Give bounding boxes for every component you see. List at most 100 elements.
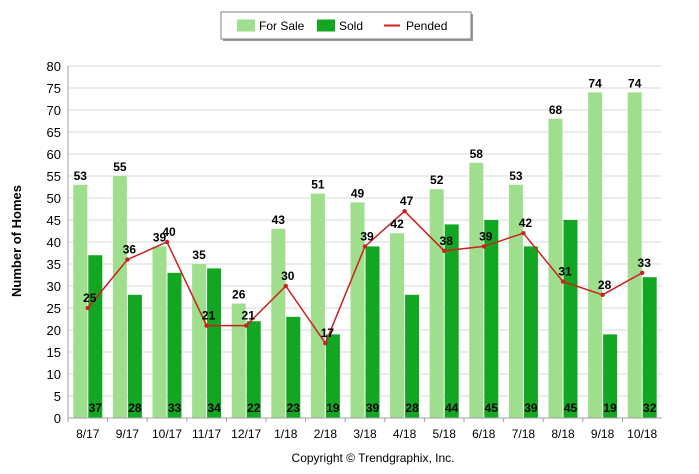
- y-axis: 0 5 10 15 20 25 30 35 40 45 50 55 60 65 70 75 80: [47, 59, 69, 426]
- data-label-sold: 19: [603, 401, 617, 415]
- bar-sold: [484, 220, 499, 418]
- y-tick-label: 25: [47, 301, 61, 316]
- bar-sold: [523, 246, 538, 418]
- data-label-sold: 28: [405, 401, 419, 415]
- bar-for-sale: [469, 162, 484, 418]
- bar-for-sale: [73, 184, 88, 418]
- x-tick-label: 6/18: [472, 427, 496, 441]
- x-tick-label: 11/17: [192, 427, 221, 441]
- grid-lines: [68, 65, 662, 419]
- legend-label: For Sale: [259, 19, 305, 33]
- y-tick-label: 5: [54, 389, 61, 404]
- data-labels-layer: 53 37 55 28 39 33 35 34 26 22 43 23 51 19 49 39 42 28 52 44…: [74, 76, 657, 415]
- y-axis-label: Number of Homes: [9, 185, 24, 297]
- x-tick-label: 9/18: [591, 427, 615, 441]
- x-tick-label: 8/17: [76, 427, 100, 441]
- data-label-for-sale: 42: [390, 217, 404, 231]
- data-label-pended: 40: [162, 225, 176, 239]
- y-tick-label: 15: [47, 345, 61, 360]
- data-label-for-sale: 26: [232, 288, 246, 302]
- pended-point: [323, 341, 328, 346]
- pended-point: [85, 305, 91, 311]
- pended-point: [244, 323, 249, 328]
- x-axis: 8/17 9/17 10/17 11/17 12/17 1/18 2/18 3/18 4/18 5…: [67, 417, 662, 441]
- bar-sold: [246, 321, 261, 418]
- bar-sold: [563, 220, 578, 418]
- bar-for-sale: [627, 92, 642, 419]
- x-tick-label: 10/18: [627, 427, 657, 441]
- data-label-sold: 37: [89, 401, 103, 415]
- bar-sold: [444, 224, 459, 418]
- bar-sold: [603, 334, 618, 418]
- y-tick-label: 0: [54, 411, 61, 426]
- legend-label: Sold: [339, 19, 363, 33]
- pended-point: [600, 292, 605, 297]
- bars-layer: [73, 92, 657, 419]
- y-tick-label: 50: [47, 191, 61, 206]
- bar-for-sale: [548, 118, 563, 419]
- data-label-for-sale: 68: [549, 103, 563, 117]
- y-tick-label: 60: [47, 147, 61, 162]
- x-tick-label: 7/18: [512, 427, 536, 441]
- data-label-pended: 25: [83, 291, 97, 305]
- bar-for-sale: [390, 233, 405, 418]
- x-tick-label: 3/18: [353, 427, 377, 441]
- pended-point: [521, 231, 526, 236]
- pended-point: [125, 257, 130, 262]
- data-label-sold: 28: [128, 401, 142, 415]
- data-label-for-sale: 49: [351, 186, 365, 200]
- data-label-for-sale: 39: [153, 230, 167, 244]
- data-label-pended: 28: [598, 278, 612, 292]
- data-label-for-sale: 74: [628, 76, 642, 90]
- bar-sold: [405, 294, 420, 418]
- data-label-pended: 17: [321, 326, 335, 340]
- data-label-for-sale: 52: [430, 173, 444, 187]
- pended-point: [164, 239, 170, 245]
- pended-line-layer: [85, 209, 645, 346]
- bar-sold: [325, 334, 340, 418]
- bar-sold: [167, 272, 182, 418]
- y-tick-label: 20: [47, 323, 61, 338]
- x-tick-label: 4/18: [393, 427, 417, 441]
- data-label-for-sale: 53: [74, 169, 88, 183]
- bar-sold: [127, 294, 142, 418]
- data-label-sold: 32: [643, 401, 657, 415]
- legend: For Sale Sold Pended: [220, 11, 473, 41]
- data-label-for-sale: 35: [192, 248, 206, 262]
- y-tick-label: 10: [47, 367, 61, 382]
- x-tick-label: 2/18: [314, 427, 338, 441]
- x-tick-label: 9/17: [116, 427, 140, 441]
- data-label-pended: 47: [400, 194, 414, 208]
- y-tick-label: 40: [47, 235, 61, 250]
- data-label-for-sale: 55: [113, 160, 127, 174]
- data-label-for-sale: 53: [509, 169, 523, 183]
- pended-point: [402, 209, 407, 214]
- x-tick-label: 1/18: [274, 427, 298, 441]
- data-label-sold: 45: [564, 401, 578, 415]
- bar-sold: [642, 277, 657, 418]
- y-tick-label: 65: [47, 125, 61, 140]
- y-tick-label: 75: [47, 81, 61, 96]
- pended-point: [442, 248, 447, 253]
- pended-point: [362, 244, 368, 249]
- y-tick-label: 80: [47, 59, 61, 74]
- data-label-sold: 44: [445, 401, 459, 415]
- pended-point: [283, 283, 288, 289]
- data-label-pended: 33: [638, 256, 652, 270]
- y-tick-label: 70: [47, 103, 61, 118]
- data-label-sold: 23: [287, 401, 301, 415]
- y-tick-label: 55: [47, 169, 61, 184]
- bar-sold: [365, 246, 380, 418]
- legend-swatch: [317, 19, 335, 32]
- bar-for-sale: [508, 184, 523, 418]
- y-tick-label: 45: [47, 213, 61, 228]
- data-label-pended: 39: [360, 229, 374, 243]
- data-label-pended: 21: [242, 309, 256, 323]
- legend-swatch: [237, 19, 255, 32]
- data-label-sold: 33: [168, 401, 182, 415]
- data-label-pended: 30: [281, 269, 295, 283]
- bar-for-sale: [271, 228, 286, 418]
- data-label-for-sale: 51: [311, 178, 325, 192]
